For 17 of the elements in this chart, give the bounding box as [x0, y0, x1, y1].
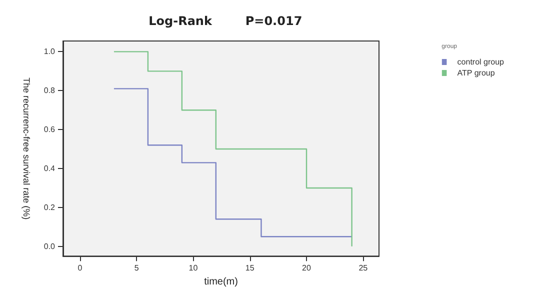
y-tick-label: 1.0: [44, 47, 56, 56]
x-tick-label: 0: [78, 264, 83, 273]
y-tick-label: 0.0: [44, 242, 56, 251]
x-tick-label: 5: [134, 264, 140, 273]
x-tick-label: 20: [302, 264, 312, 273]
y-tick-label: 0.8: [44, 86, 56, 96]
y-tick-label: 0.4: [44, 164, 56, 174]
legend-label: ATP group: [457, 68, 496, 78]
x-tick-label: 10: [188, 264, 198, 273]
chart-title: Log-Rank P=0.017: [148, 14, 302, 28]
y-axis-title: The recurrenc-free survival rate (%): [22, 78, 32, 220]
y-tick-label: 0.6: [44, 125, 56, 134]
x-axis-title: time(m): [204, 276, 238, 288]
legend-label: control group: [457, 58, 505, 66]
x-tick-label: 15: [245, 264, 255, 273]
x-tick-label: 25: [358, 264, 368, 273]
y-tick-label: 0.2: [44, 202, 56, 212]
